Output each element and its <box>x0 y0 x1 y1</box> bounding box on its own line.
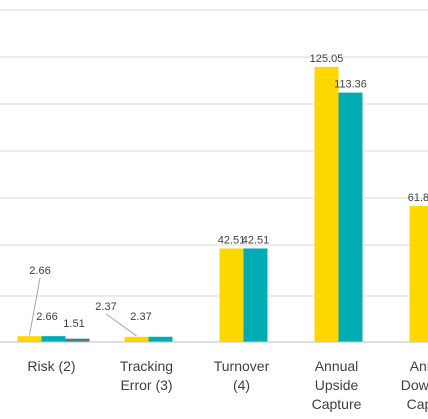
category-label: Annual Upside Capture <box>312 358 362 412</box>
bar-3-1 <box>65 338 90 342</box>
bar-2-3 <box>243 248 268 342</box>
data-label: 1.51 <box>63 318 84 330</box>
category-label-line: Error (3) <box>120 377 172 393</box>
bar-1-2 <box>124 336 149 342</box>
category-label-line: (4) <box>233 377 250 393</box>
category-label-line: Tracking <box>120 358 173 374</box>
bar-1-4 <box>314 66 339 342</box>
category-label-line: Upside <box>315 377 359 393</box>
data-label: 2.66 <box>36 311 57 323</box>
data-label: 42.51 <box>242 234 270 246</box>
gridlines <box>0 9 428 297</box>
category-label-line: Capture <box>312 396 362 412</box>
data-label: 61.80 <box>408 192 428 204</box>
data-label: 42.51 <box>218 234 246 246</box>
category-labels: Risk (2) Tracking Error (3) Turnover (4) Annu… <box>27 358 428 412</box>
data-label: 125.05 <box>310 53 344 65</box>
label-leader-line <box>105 313 137 337</box>
category-label-line: Annual <box>315 358 359 374</box>
category-label-line: Capture <box>407 396 428 412</box>
bar-1-1 <box>17 336 42 342</box>
category-label: Tracking Error (3) <box>120 358 173 393</box>
category-label-line: Risk (2) <box>27 358 75 374</box>
bar-2-2 <box>148 336 173 342</box>
bar-1-3 <box>219 248 244 342</box>
label-leader-lines <box>29 277 137 337</box>
category-label: Turnover (4) <box>214 358 270 393</box>
data-label: 2.66 <box>29 265 50 277</box>
category-label-line: Annual <box>410 358 428 374</box>
data-label: 2.37 <box>130 311 151 323</box>
label-leader-line <box>29 277 41 336</box>
bar-2-4 <box>338 92 363 342</box>
category-label-line: Downside <box>401 377 428 393</box>
category-label: Risk (2) <box>27 358 75 374</box>
bars <box>17 66 428 342</box>
data-label: 2.37 <box>95 301 116 313</box>
category-label-line: Turnover <box>214 358 270 374</box>
bar-1-5 <box>409 206 428 342</box>
data-label: 113.36 <box>334 79 367 91</box>
bar-2-1 <box>41 336 66 342</box>
category-label: Annual Downside Capture <box>401 358 428 412</box>
